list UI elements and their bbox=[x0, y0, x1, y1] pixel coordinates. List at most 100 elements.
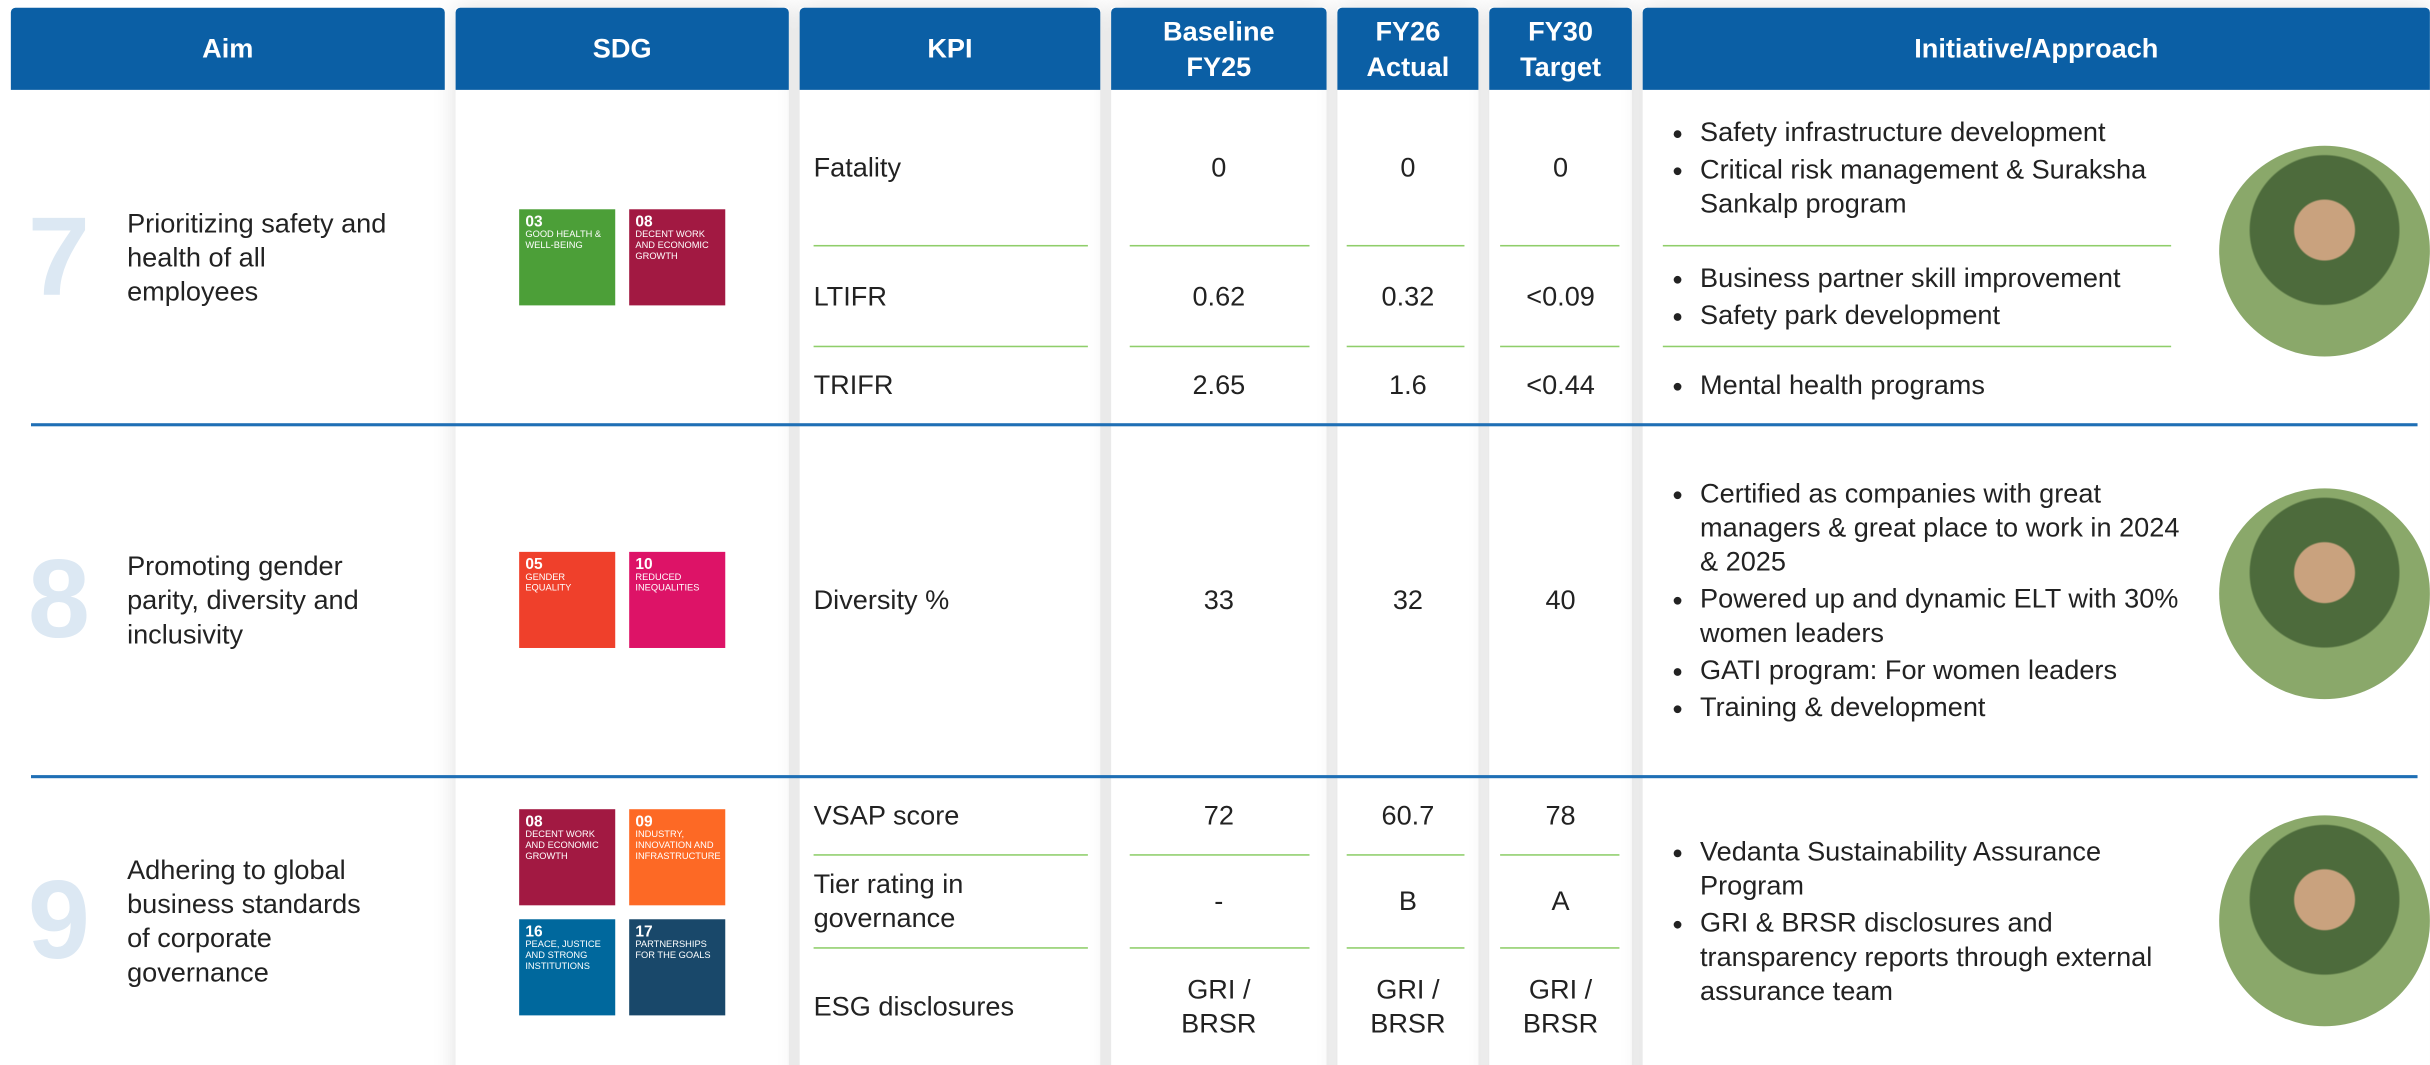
row-separator bbox=[1500, 947, 1620, 949]
kpi-value: B bbox=[1398, 885, 1417, 917]
sdg-icon: 03 GOOD HEALTH & WELL-BEING bbox=[519, 208, 616, 305]
row-separator bbox=[813, 345, 1088, 348]
aim-number: 7 bbox=[27, 194, 90, 319]
initiative-item: Safety park development bbox=[1700, 297, 2121, 331]
header-text: Target bbox=[1520, 50, 1601, 82]
header-text: Aim bbox=[202, 32, 254, 64]
header-text: Baseline bbox=[1163, 14, 1275, 46]
sdg-code: 03 bbox=[525, 213, 543, 231]
kpi-value: GRI / BRSR bbox=[1181, 973, 1257, 1039]
column-header: KPI bbox=[799, 7, 1101, 90]
kpi-value: 2.65 bbox=[1192, 368, 1246, 400]
kpi-value: 0 bbox=[1552, 151, 1569, 183]
kpi-value: 0 bbox=[1400, 151, 1416, 183]
kpi-name: LTIFR bbox=[813, 279, 887, 311]
header-text: Initiative/Approach bbox=[1914, 32, 2159, 64]
kpi-value: 60.7 bbox=[1381, 799, 1435, 831]
row-divider bbox=[30, 423, 2418, 427]
initiative-item: Training & development bbox=[1700, 689, 2190, 723]
row-separator bbox=[1129, 854, 1310, 856]
aim-text: Adhering to global business standards of… bbox=[127, 853, 361, 987]
initiative-group: Vedanta Sustainability Assurance Program… bbox=[1663, 775, 2190, 1065]
photo bbox=[2219, 814, 2430, 1026]
initiative-item: GRI & BRSR disclosures and transparency … bbox=[1700, 905, 2190, 1007]
initiative-item: Vedanta Sustainability Assurance Program bbox=[1700, 833, 2190, 901]
sdg-name: DECENT WORK AND ECONOMIC GROWTH bbox=[635, 230, 709, 262]
column-header: Aim bbox=[10, 7, 445, 90]
kpi-value: 0.62 bbox=[1192, 279, 1246, 311]
column-panel bbox=[1489, 7, 1632, 1065]
initiative-list: Business partner skill improvementSafety… bbox=[1663, 257, 2121, 335]
photo bbox=[2219, 487, 2430, 699]
sdg-code: 08 bbox=[635, 213, 653, 231]
kpi-value: A bbox=[1551, 885, 1570, 917]
row-separator bbox=[1346, 244, 1465, 247]
column-panel bbox=[799, 7, 1101, 1065]
sdg-icon: 08 DECENT WORK AND ECONOMIC GROWTH bbox=[519, 809, 616, 906]
aim-text: Promoting gender parity, diversity and i… bbox=[127, 549, 359, 649]
sdg-icon: 08 DECENT WORK AND ECONOMIC GROWTH bbox=[629, 208, 726, 305]
aim-number: 8 bbox=[27, 537, 90, 662]
sdg-name: GENDER EQUALITY bbox=[525, 572, 572, 593]
kpi-value: <0.44 bbox=[1526, 368, 1595, 400]
header-text: FY26 bbox=[1375, 14, 1441, 46]
sdg-name: PARTNERSHIPS FOR THE GOALS bbox=[635, 940, 711, 962]
row-separator bbox=[1500, 345, 1620, 348]
initiative-list: Certified as companies with great manage… bbox=[1663, 472, 2190, 726]
sdg-icon: 16 PEACE, JUSTICE AND STRONG INSTITUTIONS bbox=[519, 919, 616, 1016]
kpi-value: 33 bbox=[1203, 583, 1234, 615]
sdg-name: GOOD HEALTH & WELL-BEING bbox=[525, 230, 602, 251]
sdg-code: 10 bbox=[635, 555, 653, 573]
kpi-value: GRI / BRSR bbox=[1370, 973, 1446, 1039]
initiative-item: Safety infrastructure development bbox=[1700, 115, 2190, 149]
kpi-name: ESG disclosures bbox=[813, 990, 1015, 1022]
kpi-value: 72 bbox=[1203, 799, 1234, 831]
column-header: FY30 Target bbox=[1489, 7, 1632, 90]
kpi-value: 32 bbox=[1392, 583, 1423, 615]
kpi-value: <0.09 bbox=[1526, 279, 1595, 311]
initiative-item: Powered up and dynamic ELT with 30% wome… bbox=[1700, 581, 2190, 649]
sdg-icon: 17 PARTNERSHIPS FOR THE GOALS bbox=[629, 919, 726, 1016]
column-panel bbox=[1111, 7, 1327, 1065]
column-panel bbox=[455, 7, 789, 1065]
column-header: Baseline FY25 bbox=[1111, 7, 1327, 90]
header-text: KPI bbox=[927, 32, 973, 64]
kpi-name: VSAP score bbox=[813, 799, 960, 831]
kpi-value: 1.6 bbox=[1389, 368, 1427, 400]
row-separator bbox=[1129, 345, 1310, 348]
initiative-item: Certified as companies with great manage… bbox=[1700, 475, 2190, 577]
initiative-list: Safety infrastructure developmentCritica… bbox=[1663, 112, 2190, 224]
header-text: FY25 bbox=[1186, 50, 1252, 82]
header-text: SDG bbox=[592, 32, 652, 64]
kpi-value: GRI / BRSR bbox=[1522, 973, 1599, 1039]
row-separator bbox=[1129, 947, 1310, 949]
sdg-code: 16 bbox=[525, 923, 543, 941]
row-separator bbox=[1500, 854, 1620, 856]
initiative-item: GATI program: For women leaders bbox=[1700, 652, 2190, 686]
sdg-icon: 10 REDUCED INEQUALITIES bbox=[629, 551, 726, 648]
initiative-group: Mental health programs bbox=[1663, 346, 2190, 424]
column-header: Initiative/Approach bbox=[1642, 7, 2430, 90]
row-separator bbox=[1346, 947, 1465, 949]
column-header: SDG bbox=[455, 7, 789, 90]
kpi-name: Tier rating in governance bbox=[813, 868, 964, 934]
row-separator bbox=[813, 244, 1088, 247]
sdg-code: 17 bbox=[635, 923, 653, 941]
row-separator bbox=[1346, 854, 1465, 856]
sdg-code: 09 bbox=[635, 813, 653, 831]
sdg-name: INDUSTRY, INNOVATION AND INFRASTRUCTURE bbox=[635, 830, 721, 862]
row-separator bbox=[813, 854, 1088, 856]
kpi-value: 78 bbox=[1545, 799, 1576, 831]
kpi-name: Fatality bbox=[813, 151, 902, 183]
initiative-group: Certified as companies with great manage… bbox=[1663, 423, 2190, 775]
row-separator bbox=[813, 947, 1088, 949]
header-text: Actual bbox=[1366, 50, 1450, 82]
sdg-code: 08 bbox=[525, 813, 543, 831]
aim-text: Prioritizing safety and health of all em… bbox=[127, 206, 387, 307]
sdg-name: REDUCED INEQUALITIES bbox=[635, 572, 700, 593]
kpi-name: TRIFR bbox=[813, 368, 894, 400]
aim-number: 9 bbox=[27, 858, 90, 983]
initiative-group: Business partner skill improvementSafety… bbox=[1663, 245, 2190, 346]
kpi-value: 40 bbox=[1545, 583, 1576, 615]
